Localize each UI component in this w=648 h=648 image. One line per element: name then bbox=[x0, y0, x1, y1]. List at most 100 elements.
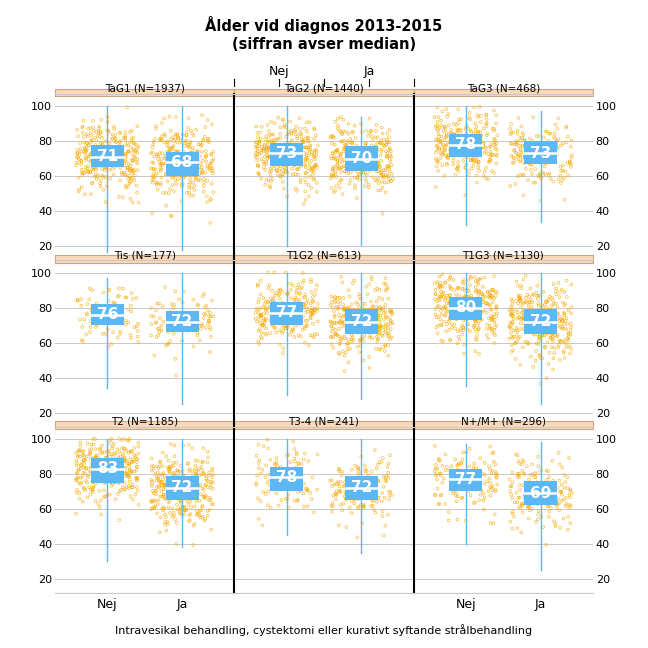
Point bbox=[478, 495, 489, 505]
Point bbox=[347, 314, 357, 325]
Point bbox=[84, 482, 95, 492]
Point bbox=[293, 487, 303, 497]
Point bbox=[307, 287, 317, 297]
Point bbox=[279, 163, 290, 173]
Point bbox=[343, 338, 353, 349]
Point bbox=[453, 161, 463, 171]
Point bbox=[464, 132, 474, 143]
Point bbox=[106, 477, 116, 487]
Point bbox=[157, 118, 167, 128]
Point bbox=[186, 493, 196, 503]
Point bbox=[266, 309, 276, 319]
Point bbox=[546, 503, 556, 513]
Point bbox=[191, 496, 202, 507]
Point bbox=[287, 314, 297, 325]
Point bbox=[547, 138, 557, 148]
Point bbox=[378, 472, 389, 482]
Point bbox=[110, 299, 121, 309]
Point bbox=[515, 135, 526, 146]
Point bbox=[460, 190, 470, 200]
Point bbox=[505, 323, 516, 334]
Point bbox=[371, 314, 381, 324]
Point bbox=[108, 151, 119, 161]
Point bbox=[183, 499, 194, 509]
Point bbox=[491, 485, 501, 495]
Point bbox=[456, 135, 466, 146]
Point bbox=[490, 141, 500, 152]
Point bbox=[310, 161, 321, 171]
Point bbox=[107, 474, 117, 484]
Point bbox=[548, 328, 558, 338]
Point bbox=[446, 319, 457, 329]
Point bbox=[163, 327, 174, 338]
Point bbox=[175, 507, 185, 518]
Point bbox=[198, 291, 208, 301]
Point bbox=[546, 316, 557, 327]
Point bbox=[432, 301, 443, 312]
Point bbox=[257, 142, 267, 152]
Point bbox=[553, 277, 564, 288]
Point bbox=[269, 161, 279, 171]
Point bbox=[258, 293, 268, 303]
Point bbox=[349, 334, 359, 345]
Point bbox=[257, 321, 268, 331]
Point bbox=[543, 294, 553, 305]
Point bbox=[487, 324, 497, 334]
Point bbox=[280, 323, 290, 334]
Point bbox=[464, 131, 474, 141]
Point bbox=[463, 152, 474, 162]
Point bbox=[339, 305, 349, 315]
Point bbox=[118, 451, 128, 461]
Point bbox=[380, 170, 391, 180]
Point bbox=[336, 136, 346, 146]
Point bbox=[551, 283, 561, 294]
Point bbox=[551, 496, 562, 506]
Point bbox=[312, 306, 323, 316]
Point bbox=[546, 483, 557, 493]
Point bbox=[363, 131, 373, 141]
Point bbox=[206, 149, 216, 159]
Point bbox=[86, 135, 97, 145]
Point bbox=[441, 303, 451, 313]
Point bbox=[155, 456, 165, 467]
Point bbox=[165, 485, 175, 495]
Point bbox=[386, 176, 396, 186]
Point bbox=[356, 487, 367, 497]
Point bbox=[156, 486, 167, 496]
Bar bbox=[413, 421, 593, 429]
Point bbox=[192, 465, 203, 476]
Point bbox=[148, 164, 159, 174]
Point bbox=[374, 305, 384, 315]
Point bbox=[176, 137, 187, 148]
Point bbox=[432, 161, 442, 171]
Point bbox=[480, 478, 490, 489]
Point bbox=[162, 516, 172, 527]
Point bbox=[133, 326, 143, 336]
Point bbox=[338, 126, 349, 137]
Point bbox=[472, 146, 482, 157]
Point bbox=[115, 140, 125, 150]
Point bbox=[489, 106, 499, 116]
Point bbox=[181, 130, 192, 141]
Point bbox=[328, 343, 338, 353]
Point bbox=[88, 155, 98, 165]
Point bbox=[562, 292, 572, 302]
Point bbox=[87, 454, 98, 464]
Point bbox=[170, 156, 181, 166]
Point bbox=[262, 120, 273, 130]
Point bbox=[120, 134, 130, 145]
Point bbox=[356, 318, 367, 329]
Point bbox=[161, 340, 171, 351]
Point bbox=[286, 143, 297, 153]
Point bbox=[328, 490, 338, 500]
Point bbox=[443, 294, 454, 304]
Point bbox=[100, 491, 110, 502]
Point bbox=[343, 491, 353, 502]
Point bbox=[170, 319, 180, 329]
Point bbox=[98, 143, 108, 153]
Point bbox=[534, 157, 544, 168]
Point bbox=[481, 118, 492, 128]
Bar bbox=[450, 134, 482, 157]
Point bbox=[178, 487, 188, 498]
Point bbox=[470, 324, 481, 334]
